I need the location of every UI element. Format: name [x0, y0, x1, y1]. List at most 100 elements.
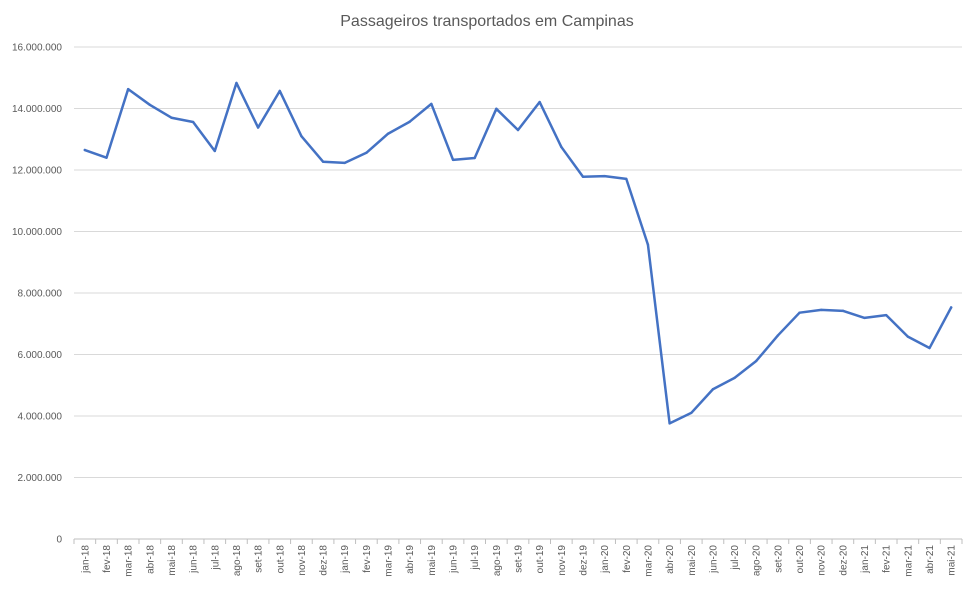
x-tick-label: set-19 [514, 545, 525, 573]
data-point [170, 116, 173, 119]
x-tick-label: fev-18 [102, 545, 113, 573]
x-axis-tick-labels: jan-18 fev-18 mar-18 abr-18 mai-18 jun-18 jul-… [80, 545, 957, 577]
x-tick-label: jul-19 [470, 545, 481, 571]
x-tick-label: abr-18 [145, 545, 156, 574]
data-point [321, 160, 325, 163]
x-tick-label: jul-20 [730, 545, 741, 571]
x-tick-label: jun-19 [449, 545, 460, 574]
x-tick-label: set-18 [254, 545, 265, 573]
data-point [863, 316, 866, 320]
x-tick-label: mai-20 [687, 545, 698, 576]
x-tick-label: mai-21 [947, 545, 958, 576]
x-tick-label: mai-18 [167, 545, 178, 576]
x-tick-label: mar-20 [643, 545, 654, 577]
x-tick-label: mai-19 [427, 545, 438, 576]
x-tick-label: out-19 [535, 545, 546, 574]
gridlines [74, 46, 962, 478]
data-point [711, 388, 715, 391]
x-axis [73, 538, 963, 544]
data-point [451, 158, 455, 162]
x-tick-label: jan-20 [600, 545, 611, 574]
data-point [949, 306, 953, 309]
data-point [668, 422, 671, 425]
x-tick-label: out-20 [795, 545, 806, 574]
data-point [841, 309, 845, 313]
x-tick-label: nov-18 [297, 545, 308, 576]
x-tick-label: abr-21 [925, 545, 936, 574]
data-point [473, 156, 476, 160]
chart-title: Passageiros transportados em Campinas [340, 13, 633, 30]
data-point [755, 359, 758, 363]
x-tick-label: jan-19 [340, 545, 351, 574]
data-point [820, 308, 823, 312]
x-tick-label: mar-19 [384, 545, 395, 577]
data-point [105, 156, 108, 159]
x-tick-label: dez-19 [578, 545, 589, 576]
data-point [278, 89, 281, 93]
y-tick-label: 16.000.000 [12, 43, 62, 54]
x-tick-label: dez-18 [319, 545, 330, 576]
data-point [603, 174, 606, 178]
data-point [538, 100, 541, 104]
y-tick-label: 8.000.000 [18, 289, 63, 300]
data-point [365, 151, 368, 154]
data-point [256, 126, 260, 129]
data-point [386, 132, 390, 135]
data-point [126, 87, 130, 91]
data-point [560, 145, 563, 149]
x-tick-label: nov-19 [557, 545, 568, 576]
x-tick-label: out-18 [275, 545, 286, 574]
data-point [516, 128, 520, 132]
x-tick-label: set-20 [773, 545, 784, 573]
data-point [495, 107, 498, 111]
x-tick-label: ago-18 [232, 545, 243, 577]
x-tick-label: fev-20 [622, 545, 633, 573]
x-tick-label: jan-21 [860, 545, 871, 574]
x-tick-label: fev-21 [882, 545, 893, 573]
x-tick-label: jan-18 [80, 545, 91, 574]
x-tick-label: jul-18 [210, 545, 221, 571]
data-point [928, 346, 931, 350]
data-point [690, 411, 693, 415]
y-tick-label: 12.000.000 [12, 166, 62, 177]
x-tick-label: jun-18 [189, 545, 200, 574]
y-tick-label: 4.000.000 [18, 412, 63, 423]
data-point [733, 376, 736, 380]
x-tick-label: mar-21 [903, 545, 914, 577]
data-point [906, 335, 910, 338]
series-line [83, 81, 953, 425]
x-tick-label: fev-19 [362, 545, 373, 573]
y-tick-label: 0 [56, 535, 62, 546]
data-point [625, 177, 628, 181]
data-point [300, 134, 303, 138]
y-tick-label: 14.000.000 [12, 104, 62, 115]
y-tick-label: 6.000.000 [18, 350, 63, 361]
data-point [191, 120, 195, 124]
series-layer [83, 81, 953, 425]
data-point [83, 148, 87, 152]
data-point [408, 120, 411, 123]
data-point [235, 81, 238, 85]
data-point [148, 103, 151, 107]
x-tick-label: abr-19 [405, 545, 416, 574]
data-point [798, 311, 801, 314]
x-tick-label: ago-20 [752, 545, 763, 577]
data-point [213, 149, 216, 153]
y-tick-label: 10.000.000 [12, 227, 62, 238]
x-tick-label: mar-18 [124, 545, 135, 577]
data-point [646, 243, 650, 246]
data-point [776, 334, 780, 337]
y-axis-tick-labels: 0 2.000.000 4.000.000 6.000.000 8.000.000 10.… [12, 43, 63, 546]
x-tick-label: ago-19 [492, 545, 503, 577]
data-point [885, 313, 888, 317]
data-point [581, 175, 585, 178]
x-tick-label: abr-20 [665, 545, 676, 574]
x-tick-label: nov-20 [817, 545, 828, 576]
data-point [430, 102, 433, 106]
x-tick-label: dez-20 [838, 545, 849, 576]
data-point [343, 161, 346, 165]
y-tick-label: 2.000.000 [18, 473, 63, 484]
x-tick-label: jun-20 [708, 545, 719, 574]
